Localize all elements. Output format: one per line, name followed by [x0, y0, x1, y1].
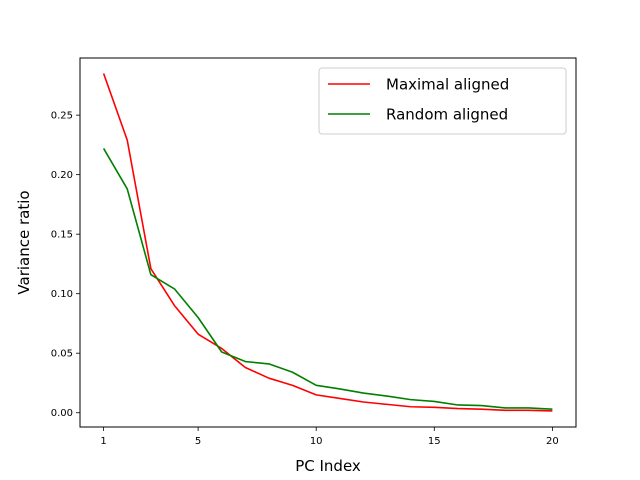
- legend-label-random-aligned: Random aligned: [386, 106, 508, 124]
- y-tick-label: 0.15: [51, 230, 73, 241]
- x-axis-ticks: 1 5 10 15 20: [100, 427, 559, 447]
- axes-frame: [79, 57, 577, 428]
- legend: Maximal aligned Random aligned: [318, 67, 567, 135]
- y-tick-label: 0.00: [51, 408, 73, 419]
- y-tick-label: 0.10: [51, 289, 73, 300]
- x-tick-label: 1: [100, 436, 106, 447]
- series-line-maximal-aligned: [102, 73, 553, 412]
- x-tick-label: 5: [195, 436, 201, 447]
- y-tick-label: 0.20: [51, 170, 73, 181]
- legend-box: [318, 67, 567, 135]
- plot-area: [102, 73, 553, 412]
- series-line-random-aligned: [102, 148, 553, 410]
- legend-label-maximal-aligned: Maximal aligned: [386, 76, 509, 94]
- x-tick-label: 20: [546, 436, 559, 447]
- x-axis-label: PC Index: [295, 457, 361, 475]
- x-tick-label: 10: [310, 436, 323, 447]
- y-tick-label: 0.05: [51, 349, 73, 360]
- y-axis-label: Variance ratio: [15, 190, 33, 294]
- y-tick-label: 0.25: [51, 111, 73, 122]
- x-tick-label: 15: [428, 436, 441, 447]
- y-axis-ticks: 0.00 0.05 0.10 0.15 0.20 0.25: [51, 111, 80, 419]
